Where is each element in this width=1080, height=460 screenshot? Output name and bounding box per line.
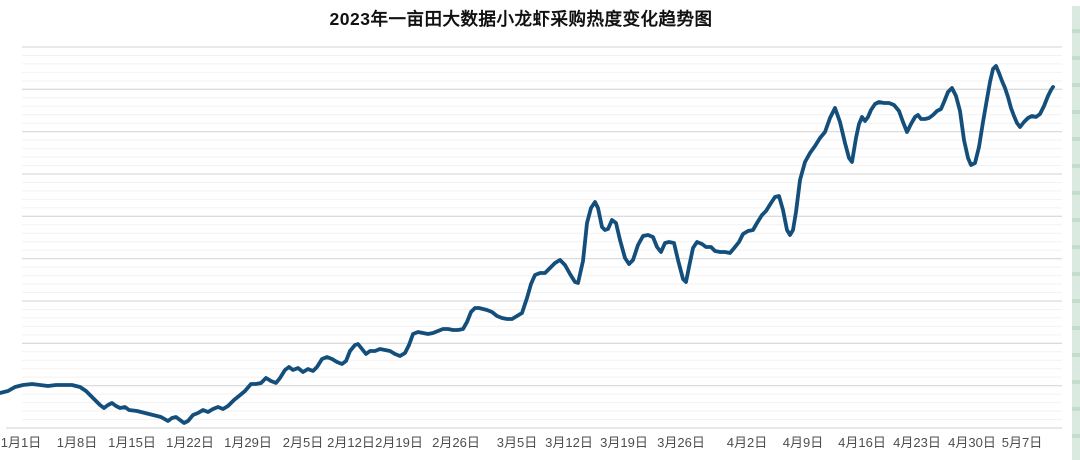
page-scrollbar[interactable] — [1072, 6, 1080, 460]
x-axis-label: 1月29日 — [224, 435, 272, 450]
x-axis-label: 2月19日 — [375, 435, 423, 450]
x-axis: 1月1日 1月8日 1月15日 1月22日 1月29日 2月5日 2月12日 2月19日 2月2… — [0, 432, 1072, 452]
x-axis-label: 1月22日 — [166, 435, 214, 450]
chart-title: 2023年一亩田大数据小龙虾采购热度变化趋势图 — [329, 9, 713, 29]
x-axis-label: 4月2日 — [726, 435, 768, 450]
x-axis-label: 4月23日 — [893, 435, 941, 450]
x-axis-label: 4月9日 — [782, 435, 824, 450]
x-axis-label: 4月16日 — [838, 435, 886, 450]
x-axis-label: 1月15日 — [108, 435, 156, 450]
x-axis-label: 3月12日 — [545, 435, 593, 450]
x-axis-label: 4月30日 — [948, 435, 996, 450]
x-axis-label: 1月8日 — [56, 435, 98, 450]
x-axis-label: 5月7日 — [1001, 435, 1043, 450]
x-axis-label: 1月1日 — [0, 435, 42, 450]
x-axis-label: 2月26日 — [432, 435, 480, 450]
x-axis-label: 3月26日 — [657, 435, 705, 450]
x-axis-label: 2月12日 — [327, 435, 375, 450]
trend-line — [0, 64, 1055, 425]
x-axis-label: 3月5日 — [496, 435, 538, 450]
x-axis-label: 2月5日 — [282, 435, 324, 450]
x-axis-label: 3月19日 — [600, 435, 648, 450]
